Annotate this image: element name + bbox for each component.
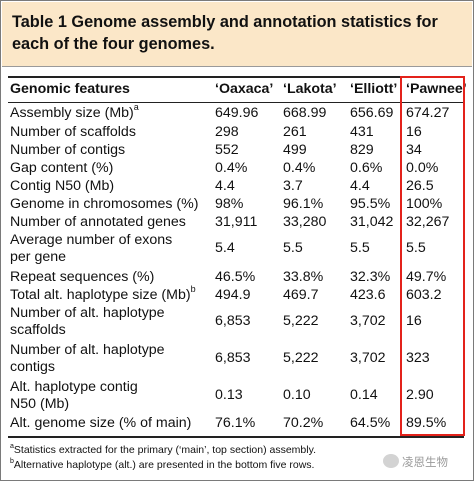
table-cell: 33.8% (283, 269, 324, 285)
table-cell: 16 (406, 313, 422, 329)
table-cell: 0.4% (283, 160, 316, 176)
table-cell: 89.5% (406, 415, 447, 431)
table-cell: 298 (215, 124, 239, 140)
table-cell: 100% (406, 196, 443, 212)
table-cell: 70.2% (283, 415, 324, 431)
table-cell: 603.2 (406, 287, 442, 303)
watermark-text: 凌恩生物 (402, 457, 448, 469)
table-cell: 423.6 (350, 287, 386, 303)
wechat-icon (383, 454, 399, 468)
table-cell: 668.99 (283, 105, 327, 121)
table-cell: 5.5 (406, 240, 426, 256)
table-cell: 46.5% (215, 269, 256, 285)
header-rule (8, 102, 464, 103)
watermark: 凌恩生物 (383, 453, 468, 471)
table-cell: 0.14 (350, 387, 378, 403)
row-label: Repeat sequences (%) (10, 269, 155, 285)
table-cell: 31,042 (350, 214, 394, 230)
table-cell: 0.4% (215, 160, 248, 176)
table-cell: 6,853 (215, 350, 251, 366)
table-cell: 431 (350, 124, 374, 140)
column-header: ‘Oaxaca’ (215, 81, 274, 97)
row-label: Number of alt. haplotype contigs (10, 342, 165, 375)
table-cell: 31,911 (215, 214, 258, 230)
table-cell: 499 (283, 142, 307, 158)
table-cell: 4.4 (215, 178, 235, 194)
table-cell: 649.96 (215, 105, 259, 121)
table-cell: 0.10 (283, 387, 311, 403)
column-header: ‘Lakota’ (283, 81, 337, 97)
table-cell: 5,222 (283, 313, 319, 329)
bottom-rule (8, 436, 464, 438)
footnote-b: bAlternative haplotype (alt.) are presen… (10, 457, 315, 472)
table-cell: 16 (406, 124, 422, 140)
row-label: Average number of exons per gene (10, 232, 173, 265)
table-cell: 32.3% (350, 269, 391, 285)
table-cell: 0.13 (215, 387, 243, 403)
column-header: Genomic features (10, 81, 130, 97)
table-cell: 5,222 (283, 350, 319, 366)
table-cell: 4.4 (350, 178, 370, 194)
table-cell: 261 (283, 124, 307, 140)
table-cell: 3,702 (350, 313, 386, 329)
row-label: Genome in chromosomes (%) (10, 196, 199, 212)
table-cell: 552 (215, 142, 239, 158)
table-cell: 6,853 (215, 313, 251, 329)
row-label: Alt. genome size (% of main) (10, 415, 192, 431)
footnote-a: aStatistics extracted for the primary (‘… (10, 442, 316, 457)
top-rule (8, 76, 464, 78)
table-cell: 2.90 (406, 387, 434, 403)
table-cell: 26.5 (406, 178, 434, 194)
table-cell: 5.4 (215, 240, 235, 256)
table-cell: 829 (350, 142, 374, 158)
table-cell: 32,267 (406, 214, 450, 230)
table-cell: 656.69 (350, 105, 394, 121)
row-label: Alt. haplotype contig N50 (Mb) (10, 379, 138, 412)
table-cell: 76.1% (215, 415, 256, 431)
row-label: Number of scaffolds (10, 124, 136, 140)
table-header-band: Table 1 Genome assembly and annotation s… (2, 2, 472, 67)
table-cell: 34 (406, 142, 422, 158)
row-label: Total alt. haplotype size (Mb)b (10, 284, 196, 303)
row-label: Contig N50 (Mb) (10, 178, 115, 194)
table-cell: 95.5% (350, 196, 391, 212)
table-cell: 494.9 (215, 287, 251, 303)
table-title: Table 1 Genome assembly and annotation s… (12, 13, 438, 53)
table-cell: 33,280 (283, 214, 327, 230)
table-cell: 98% (215, 196, 244, 212)
column-header: ‘Pawnee’ (406, 81, 467, 97)
table-cell: 0.6% (350, 160, 383, 176)
table-cell: 0.0% (406, 160, 439, 176)
table-cell: 323 (406, 350, 430, 366)
row-label: Gap content (%) (10, 160, 114, 176)
table-cell: 3,702 (350, 350, 386, 366)
row-label: Number of alt. haplotype scaffolds (10, 305, 165, 338)
row-label: Number of contigs (10, 142, 126, 158)
table-cell: 674.27 (406, 105, 450, 121)
column-header: ‘Elliott’ (350, 81, 398, 97)
table-cell: 469.7 (283, 287, 319, 303)
table-cell: 5.5 (350, 240, 370, 256)
row-label: Number of annotated genes (10, 214, 186, 230)
table-cell: 96.1% (283, 196, 324, 212)
row-label: Assembly size (Mb)a (10, 102, 139, 121)
table-cell: 64.5% (350, 415, 391, 431)
table-cell: 3.7 (283, 178, 303, 194)
table-cell: 5.5 (283, 240, 303, 256)
table-cell: 49.7% (406, 269, 447, 285)
